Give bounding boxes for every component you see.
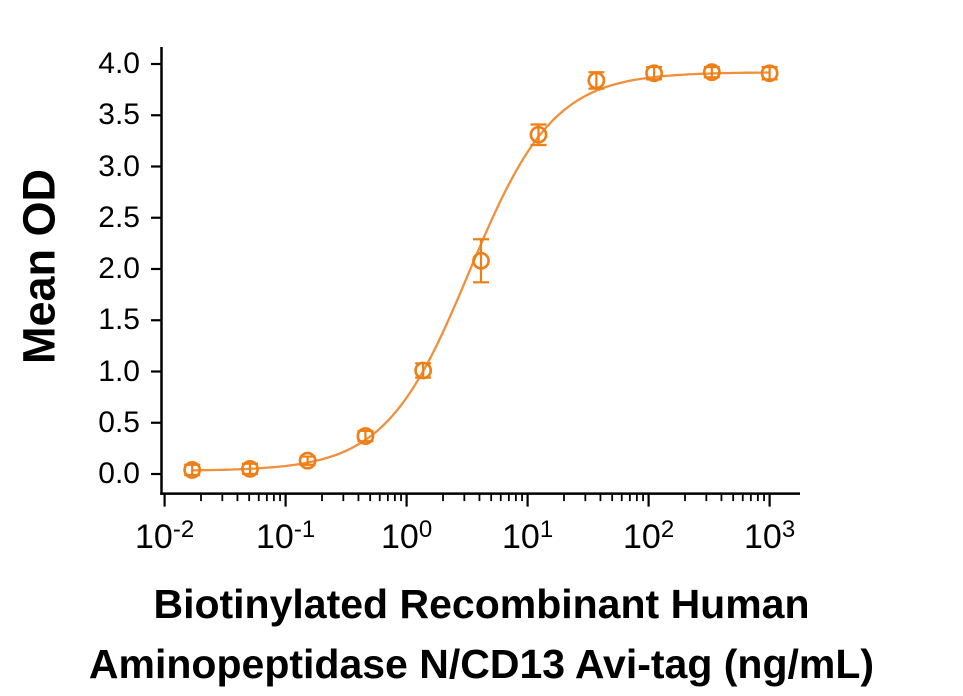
x-tick-label: 10-1 [256,512,315,555]
y-tick-label: 4.0 [98,47,140,80]
y-tick-label: 2.0 [98,252,140,285]
data-point [587,71,606,90]
data-point [356,427,375,445]
x-tick-label: 103 [744,512,795,555]
data-point [472,251,490,270]
x-axis-title-line1: Biotinylated Recombinant Human [153,581,810,627]
x-tick-exponent: 3 [781,516,796,543]
y-axis-title: Mean OD [13,168,65,365]
data-point [529,125,548,144]
x-tick-base: 10 [502,518,540,556]
data-point [702,63,721,82]
x-tick-base: 10 [623,518,661,556]
y-tick-label: 3.5 [98,98,140,132]
y-tick-label: 0.0 [98,457,140,490]
y-tick-label: 3.0 [98,149,140,183]
data-point [760,64,779,83]
data-point [298,451,317,470]
x-tick-label: 101 [502,512,553,555]
x-tick-label: 102 [623,512,674,555]
x-tick-label: 10-2 [135,512,194,555]
x-axis-title: Biotinylated Recombinant Human Aminopept… [0,574,963,694]
x-tick-exponent: 2 [660,516,675,543]
y-tick-label: 0.5 [98,405,140,439]
y-tick-label: 1.5 [98,303,140,337]
data-point [414,361,433,380]
x-tick-exponent: 0 [418,516,433,543]
y-tick-label: 1.0 [98,354,140,388]
y-tick-label: 2.5 [98,200,140,234]
x-tick-base: 10 [135,518,173,556]
x-tick-label: 100 [381,512,432,555]
x-tick-base: 10 [744,518,782,556]
x-tick-exponent: -2 [172,516,195,543]
data-point [645,64,663,83]
data-point [241,459,259,478]
x-axis-title-line2: Aminopeptidase N/CD13 Avi-tag (ng/mL) [88,641,875,687]
data-point [183,460,202,479]
x-tick-exponent: -1 [293,516,316,543]
x-tick-base: 10 [256,518,294,556]
x-tick-exponent: 1 [539,516,554,543]
x-tick-base: 10 [381,518,419,556]
